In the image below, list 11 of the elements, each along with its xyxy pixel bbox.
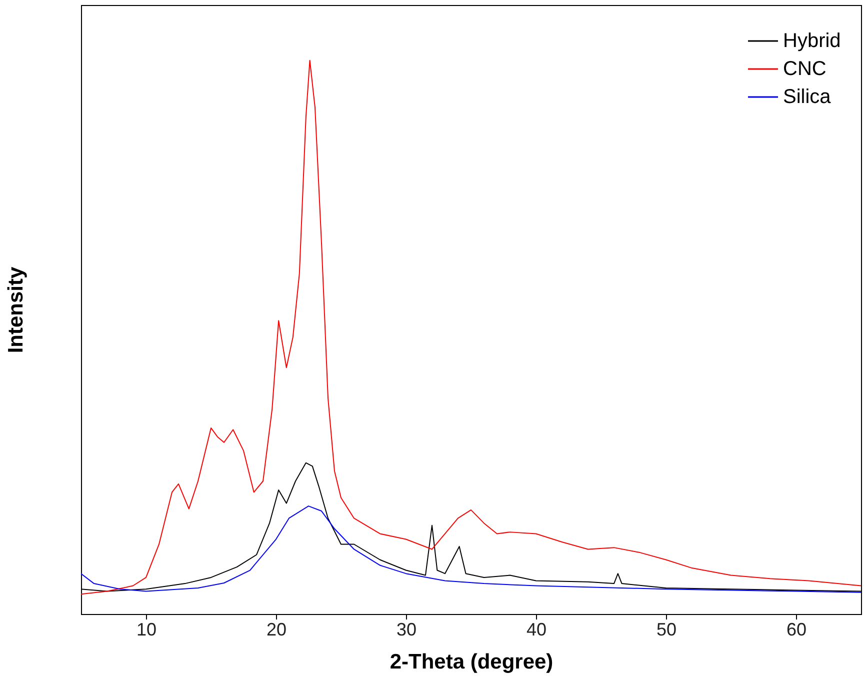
x-tick-label: 60 bbox=[786, 620, 807, 640]
x-axis-title: 2-Theta (degree) bbox=[390, 650, 554, 674]
legend-label: Silica bbox=[783, 86, 832, 108]
y-axis-title: Intensity bbox=[4, 266, 28, 354]
x-tick-label: 10 bbox=[136, 620, 157, 640]
x-tick-label: 40 bbox=[526, 620, 547, 640]
legend-label: Hybrid bbox=[783, 30, 841, 52]
x-tick-label: 50 bbox=[656, 620, 677, 640]
legend-label: CNC bbox=[783, 58, 826, 80]
x-tick-label: 30 bbox=[396, 620, 417, 640]
x-tick-label: 20 bbox=[266, 620, 287, 640]
